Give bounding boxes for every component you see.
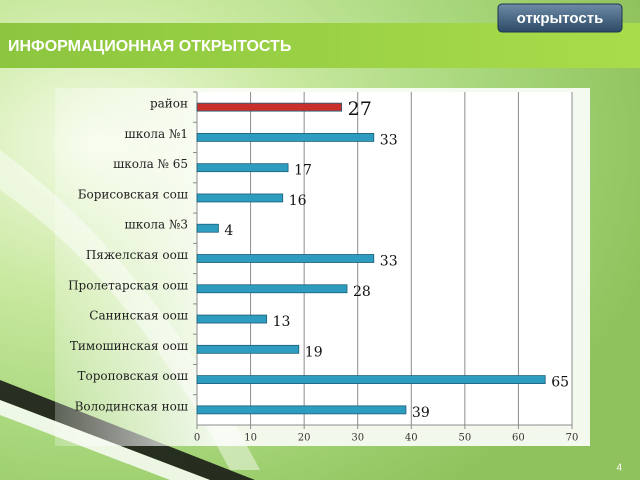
x-tick-label: 50 [458, 433, 471, 444]
data-label: 28 [353, 284, 371, 300]
data-label: 27 [348, 98, 372, 120]
x-tick-label: 70 [566, 433, 579, 444]
bar [196, 375, 546, 384]
y-tick-label: район [150, 97, 188, 111]
bar [196, 254, 375, 263]
bar [196, 284, 348, 294]
y-tick-label: Володинская нош [75, 399, 188, 413]
x-tick-label: 20 [298, 433, 311, 444]
data-label: 33 [380, 254, 398, 270]
bar [196, 314, 268, 324]
bar [196, 163, 289, 173]
data-label: 33 [380, 132, 398, 148]
y-tick-label: школа №1 [125, 127, 188, 141]
bar [196, 223, 219, 233]
data-label: 39 [412, 405, 430, 421]
bar [196, 102, 343, 112]
bar [196, 344, 300, 354]
bar [196, 133, 375, 142]
tab-button-label[interactable]: открытость [517, 10, 604, 27]
bar [196, 405, 407, 415]
chart: 0 10 20 30 40 50 60 70 район 27 школа №1 33 школа № … [68, 91, 579, 444]
y-tick-label: Тороповская оош [78, 369, 188, 383]
y-tick-label: Пяжелская оош [86, 248, 188, 262]
x-tick-label: 40 [405, 433, 418, 444]
x-tick-label: 30 [351, 433, 364, 444]
y-tick-label: школа №3 [125, 218, 188, 232]
data-label: 65 [551, 375, 569, 391]
data-label: 4 [224, 223, 233, 239]
slide-title: ИНФОРМАЦИОННАЯ ОТКРЫТОСТЬ [8, 38, 291, 55]
tab-button[interactable] [497, 3, 623, 33]
x-tick-label: 0 [194, 433, 200, 444]
data-label: 19 [305, 344, 323, 360]
y-tick-label: Пролетарская оош [68, 278, 188, 292]
x-tick-label: 10 [244, 433, 257, 444]
y-tick-label: школа № 65 [113, 157, 188, 171]
y-tick-label: Санинская оош [89, 309, 188, 323]
y-tick-label: Борисовская сош [78, 187, 188, 201]
data-label: 17 [294, 163, 312, 179]
page-number: 4 [616, 463, 622, 474]
data-label: 16 [289, 193, 307, 209]
bar [196, 193, 284, 203]
data-label: 13 [273, 314, 291, 330]
x-tick-label: 60 [512, 433, 525, 444]
y-tick-label: Тимошинская оош [70, 339, 188, 353]
